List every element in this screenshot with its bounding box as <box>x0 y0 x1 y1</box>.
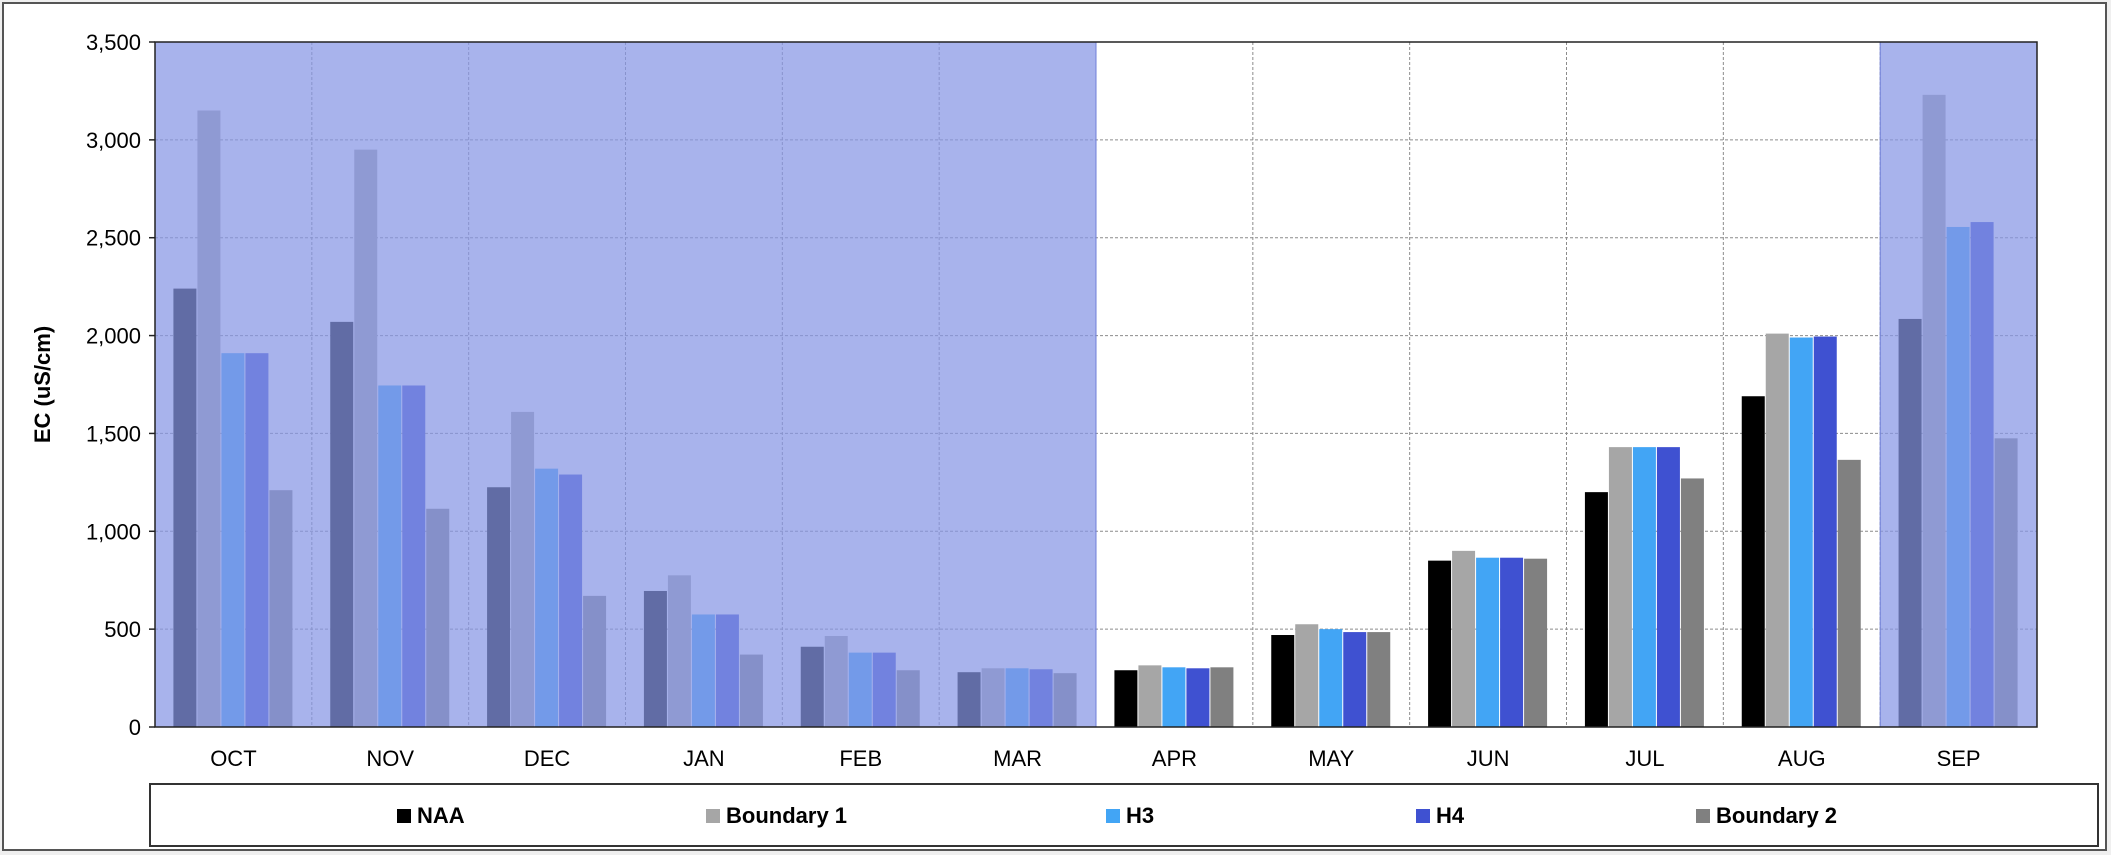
bar-boundary-2-jul <box>1680 478 1704 727</box>
legend-item-boundary-1: Boundary 1 <box>706 803 847 829</box>
legend-label: NAA <box>417 803 465 828</box>
plot-border <box>154 41 2038 728</box>
bar-boundary-2-jun <box>1524 558 1548 727</box>
y-tick-label: 500 <box>104 617 141 642</box>
legend-item-h4: H4 <box>1416 803 1464 829</box>
bar-h4-may <box>1343 632 1367 727</box>
bar-boundary-1-may <box>1295 624 1319 727</box>
x-tick-label-feb: FEB <box>839 746 882 771</box>
bar-naa-may <box>1271 635 1295 727</box>
bar-boundary-1-aug <box>1765 333 1789 727</box>
legend-swatch <box>1416 809 1430 823</box>
legend-item-h3: H3 <box>1106 803 1154 829</box>
x-tick-label-apr: APR <box>1152 746 1197 771</box>
y-tick-label: 1,000 <box>86 519 141 544</box>
bar-h4-apr <box>1186 668 1210 727</box>
x-tick-label-may: MAY <box>1308 746 1354 771</box>
bar-boundary-2-aug <box>1837 459 1861 727</box>
legend-label: H3 <box>1126 803 1155 828</box>
x-tick-label-dec: DEC <box>524 746 571 771</box>
bar-h4-aug <box>1813 336 1837 727</box>
legend-swatch <box>397 809 411 823</box>
bar-h3-may <box>1319 629 1343 727</box>
bar-h4-jul <box>1656 447 1680 727</box>
shaded-period <box>1879 41 2038 728</box>
legend-item-naa: NAA <box>397 803 465 829</box>
legend-swatch <box>1696 809 1710 823</box>
x-tick-label-aug: AUG <box>1778 746 1826 771</box>
bar-h3-jun <box>1476 557 1500 727</box>
y-tick-label: 2,000 <box>86 324 141 349</box>
x-tick-label-jun: JUN <box>1467 746 1510 771</box>
bar-naa-aug <box>1741 396 1765 727</box>
bar-naa-apr <box>1114 670 1138 727</box>
bar-h4-jun <box>1500 557 1524 727</box>
y-tick-label: 0 <box>129 715 141 740</box>
x-tick-label-oct: OCT <box>210 746 256 771</box>
bar-h3-aug <box>1789 337 1813 727</box>
chart-legend: NAA Boundary 1 H3 H4 Boundary 2 <box>149 783 2099 847</box>
legend-swatch <box>1106 809 1120 823</box>
y-tick-label: 1,500 <box>86 421 141 446</box>
chart-plot: 0 500 1,000 1,500 2,000 2,500 3,000 3,500 OCT NOV… <box>30 30 2038 771</box>
legend-item-boundary-2: Boundary 2 <box>1696 803 1837 829</box>
y-tick-label: 3,500 <box>86 30 141 55</box>
bar-h3-jul <box>1632 447 1656 727</box>
bar-boundary-2-apr <box>1210 667 1234 727</box>
bar-boundary-1-apr <box>1138 665 1162 727</box>
legend-label: Boundary 2 <box>1716 803 1838 828</box>
x-tick-label-sep: SEP <box>1937 746 1981 771</box>
bar-h3-apr <box>1162 667 1186 727</box>
x-tick-label-jan: JAN <box>683 746 725 771</box>
bar-boundary-1-jul <box>1608 447 1632 727</box>
x-tick-label-jul: JUL <box>1625 746 1664 771</box>
bar-boundary-2-may <box>1367 632 1391 727</box>
legend-label: H4 <box>1436 803 1465 828</box>
legend-swatch <box>706 809 720 823</box>
y-tick-label: 3,000 <box>86 128 141 153</box>
bar-naa-jun <box>1428 560 1452 727</box>
y-axis-title: EC (uS/cm) <box>30 326 55 443</box>
bar-boundary-1-jun <box>1452 550 1476 727</box>
bar-naa-jul <box>1584 492 1608 727</box>
x-tick-label-mar: MAR <box>993 746 1042 771</box>
shaded-period <box>154 41 1097 728</box>
x-tick-label-nov: NOV <box>366 746 414 771</box>
legend-label: Boundary 1 <box>726 803 848 828</box>
y-tick-label: 2,500 <box>86 226 141 251</box>
